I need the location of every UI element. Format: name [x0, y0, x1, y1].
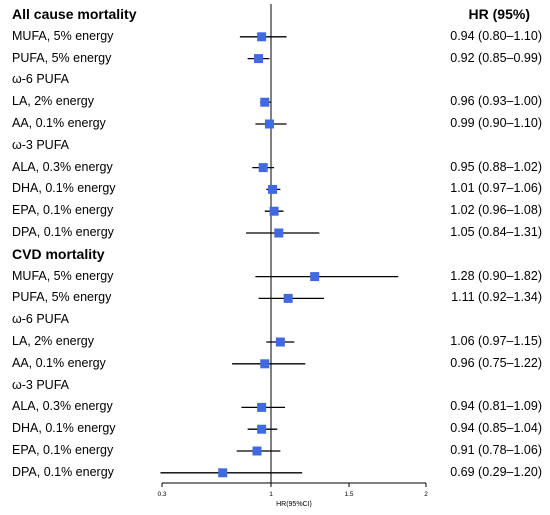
hr-marker — [264, 119, 274, 129]
hr-value: 0.94 (0.85–1.04) — [450, 421, 542, 436]
hr-marker — [257, 402, 267, 412]
hr-value: 1.02 (0.96–1.08) — [450, 203, 542, 218]
group-label: ω-3 PUFA — [12, 137, 69, 152]
row-label: DHA, 0.1% energy — [12, 421, 116, 436]
hr-marker — [274, 228, 284, 238]
hr-marker — [260, 97, 270, 107]
hr-value: 0.99 (0.90–1.10) — [450, 116, 542, 130]
row-label: DPA, 0.1% energy — [12, 464, 114, 479]
hr-marker — [252, 446, 262, 456]
x-tick-label: 0.3 — [157, 491, 166, 498]
section-title: CVD mortality — [12, 245, 105, 262]
hr-value: 0.94 (0.81–1.09) — [450, 399, 542, 414]
hr-marker — [268, 184, 278, 194]
row-label: LA, 2% energy — [12, 94, 94, 109]
hr-value: 0.95 (0.88–1.02) — [450, 159, 542, 174]
hr-value: 0.91 (0.78–1.06) — [450, 443, 542, 457]
row-label: EPA, 0.1% energy — [12, 203, 114, 218]
hr-marker — [257, 32, 267, 42]
hr-marker — [254, 54, 264, 64]
hr-value: 0.96 (0.75–1.22) — [450, 355, 542, 370]
row-label: AA, 0.1% energy — [12, 355, 106, 370]
hr-value: 0.96 (0.93–1.00) — [450, 94, 542, 109]
hr-value: 0.69 (0.29–1.20) — [450, 464, 542, 479]
hr-column-header: HR (95%) — [468, 6, 530, 22]
x-tick-label: 1.5 — [344, 491, 353, 498]
hr-marker — [275, 337, 285, 347]
hr-value: 1.01 (0.97–1.06) — [450, 181, 542, 196]
row-label: LA, 2% energy — [12, 334, 94, 348]
hr-marker — [218, 468, 228, 478]
row-label: ALA, 0.3% energy — [12, 159, 113, 174]
group-label: ω-6 PUFA — [12, 72, 69, 87]
x-tick-label: 1 — [269, 491, 273, 498]
hr-value: 1.05 (0.84–1.31) — [450, 225, 542, 239]
x-axis-title: HR(95%CI) — [276, 501, 312, 508]
x-tick-label: 2 — [424, 491, 428, 498]
hr-marker — [260, 359, 270, 369]
hr-marker — [283, 293, 293, 303]
row-label: MUFA, 5% energy — [12, 268, 114, 283]
section-title: All cause mortality — [12, 6, 137, 22]
row-label: DHA, 0.1% energy — [12, 181, 116, 196]
row-label: ALA, 0.3% energy — [12, 399, 113, 414]
hr-marker — [258, 163, 268, 173]
row-label: MUFA, 5% energy — [12, 28, 114, 43]
hr-marker — [269, 206, 279, 216]
hr-value: 1.11 (0.92–1.34) — [451, 290, 542, 305]
row-label: DPA, 0.1% energy — [12, 225, 114, 239]
hr-marker — [257, 424, 267, 434]
hr-value: 1.28 (0.90–1.82) — [450, 268, 542, 283]
hr-value: 1.06 (0.97–1.15) — [450, 334, 542, 348]
row-label: PUFA, 5% energy — [12, 50, 112, 65]
row-label: PUFA, 5% energy — [12, 290, 112, 305]
hr-marker — [310, 272, 320, 282]
hr-value: 0.94 (0.80–1.10) — [450, 28, 542, 43]
group-label: ω-3 PUFA — [12, 377, 69, 392]
hr-value: 0.92 (0.85–0.99) — [450, 50, 542, 65]
row-label: EPA, 0.1% energy — [12, 443, 114, 457]
row-label: AA, 0.1% energy — [12, 116, 106, 130]
group-label: ω-6 PUFA — [12, 312, 69, 327]
